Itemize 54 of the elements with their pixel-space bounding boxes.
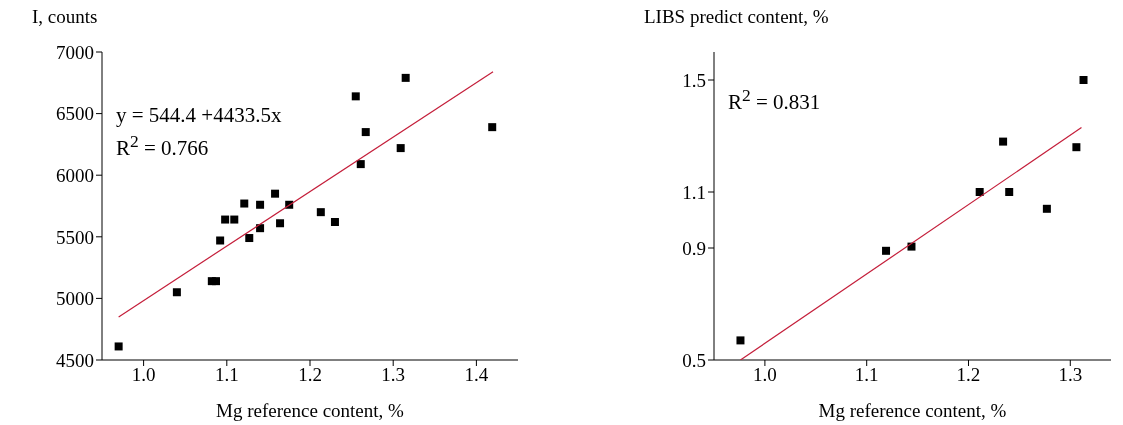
point bbox=[361, 128, 370, 137]
point bbox=[114, 342, 123, 351]
x-tick-label: 1.0 bbox=[131, 364, 156, 386]
point bbox=[975, 188, 984, 196]
x-axis-title: Mg reference content, % bbox=[818, 400, 1007, 421]
point bbox=[216, 236, 225, 245]
point bbox=[356, 160, 365, 169]
annotation: R$^{2}$ = 0.831 bbox=[728, 84, 821, 115]
y-tick-label: 5000 bbox=[56, 288, 94, 310]
x-tick-label: 1.3 bbox=[1058, 364, 1083, 386]
annotation: R$^{2}$ = 0.766 bbox=[116, 130, 210, 161]
point bbox=[172, 288, 181, 297]
point bbox=[221, 215, 230, 224]
x-tick-label: 1.2 bbox=[298, 364, 322, 386]
point bbox=[1042, 204, 1051, 213]
point bbox=[276, 219, 285, 228]
point bbox=[351, 92, 360, 101]
x-tick-label: 1.3 bbox=[381, 364, 406, 386]
y-tick-label: 0.9 bbox=[682, 237, 706, 259]
point bbox=[736, 336, 745, 345]
point bbox=[882, 246, 891, 255]
point bbox=[240, 199, 249, 208]
y-tick-label: 4500 bbox=[56, 349, 94, 371]
point bbox=[1005, 188, 1014, 196]
point bbox=[488, 123, 497, 132]
point bbox=[999, 137, 1008, 146]
x-axis-title: Mg reference content, % bbox=[216, 400, 405, 421]
x-tick-label: 1.0 bbox=[753, 364, 777, 386]
x-tick-label: 1.1 bbox=[214, 364, 239, 386]
y-axis-title: I, counts bbox=[32, 6, 98, 28]
point bbox=[330, 218, 339, 227]
point bbox=[256, 200, 265, 209]
point bbox=[1079, 76, 1088, 84]
point bbox=[245, 234, 254, 243]
point bbox=[401, 73, 410, 82]
x-tick-label: 1.1 bbox=[854, 364, 879, 386]
x-tick-label: 1.2 bbox=[956, 364, 981, 386]
x-tick-label: 1.4 bbox=[464, 364, 489, 386]
y-tick-label: 5500 bbox=[56, 226, 94, 248]
y-tick-label: 1.5 bbox=[682, 69, 706, 91]
point bbox=[230, 215, 239, 224]
annotation: y = 544.4 +4433.5x bbox=[116, 102, 282, 128]
y-tick-label: 6000 bbox=[56, 164, 94, 186]
point bbox=[1072, 143, 1081, 152]
y-tick-label: 1.1 bbox=[682, 181, 706, 203]
point bbox=[256, 224, 265, 233]
y-tick-label: 0.5 bbox=[682, 349, 706, 371]
point bbox=[211, 277, 220, 286]
y-tick-label: 6500 bbox=[56, 103, 94, 125]
point bbox=[271, 189, 280, 198]
point bbox=[316, 208, 325, 217]
point bbox=[396, 144, 405, 153]
y-tick-label: 7000 bbox=[56, 41, 94, 63]
y-axis-title: LIBS predict content, % bbox=[644, 6, 829, 28]
